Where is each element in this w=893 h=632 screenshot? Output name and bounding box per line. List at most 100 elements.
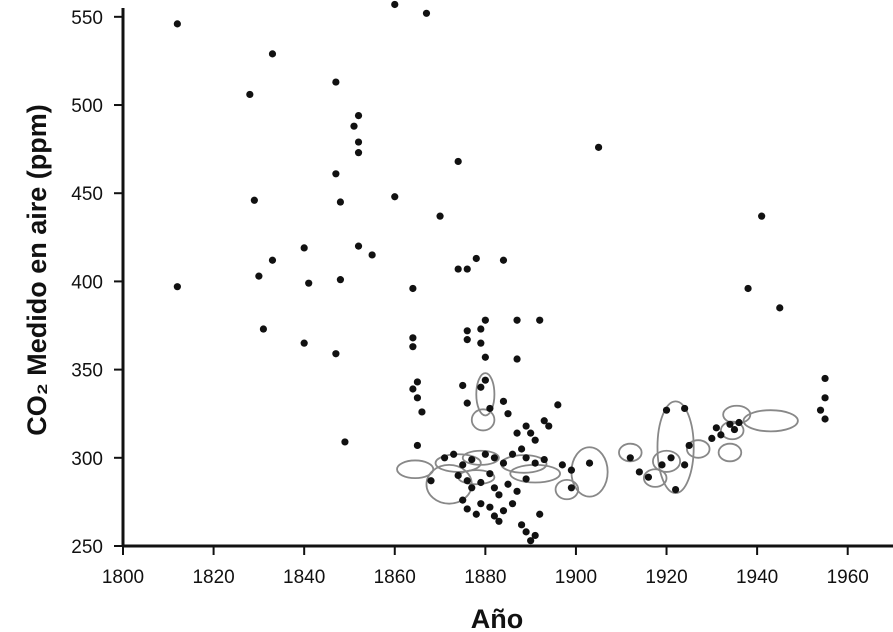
- data-point: [477, 500, 485, 508]
- data-point: [413, 378, 422, 386]
- grouping-outline: [686, 439, 711, 459]
- grouping-outlines: [396, 372, 799, 505]
- data-point: [409, 385, 417, 393]
- data-point: [708, 434, 716, 442]
- data-point: [255, 272, 263, 280]
- data-point: [173, 283, 181, 291]
- x-tick-label: 1800: [102, 567, 144, 588]
- data-point: [409, 284, 417, 293]
- data-point: [558, 461, 566, 469]
- data-point: [468, 484, 476, 492]
- grouping-outline: [717, 442, 743, 463]
- y-tick-label: 250: [71, 537, 103, 558]
- data-point: [463, 505, 471, 513]
- grouping-outline: [554, 478, 580, 501]
- axes: [121, 8, 893, 548]
- data-point: [508, 450, 517, 458]
- data-point: [481, 316, 489, 324]
- data-point: [540, 417, 548, 425]
- grouping-outline: [461, 449, 500, 466]
- x-tick-label: 1920: [645, 567, 687, 588]
- data-point: [454, 157, 462, 166]
- data-point: [726, 420, 734, 428]
- data-point: [735, 418, 743, 427]
- data-point: [440, 454, 449, 462]
- data-point: [499, 507, 508, 515]
- data-point: [531, 459, 539, 467]
- data-point: [585, 459, 594, 467]
- x-axis-title: Año: [471, 604, 523, 632]
- data-point: [259, 325, 268, 333]
- grouping-outline: [475, 372, 496, 417]
- data-point: [477, 325, 485, 333]
- data-point: [490, 512, 499, 520]
- data-point: [490, 454, 499, 462]
- data-point: [554, 401, 562, 409]
- data-point: [758, 212, 766, 220]
- data-point: [354, 242, 363, 250]
- data-point: [513, 355, 521, 363]
- data-point: [486, 404, 494, 413]
- y-tick-label: 400: [71, 272, 103, 293]
- y-tick-label: 350: [71, 361, 103, 382]
- data-point: [450, 450, 458, 458]
- x-tick-label: 1880: [464, 567, 506, 588]
- data-point: [776, 304, 784, 312]
- data-point: [459, 381, 467, 390]
- data-point: [667, 454, 675, 462]
- data-point: [744, 284, 752, 293]
- data-point: [391, 193, 399, 201]
- data-point: [300, 339, 308, 347]
- data-point: [409, 343, 417, 351]
- data-point: [354, 149, 363, 157]
- data-point: [332, 78, 340, 86]
- x-tick-label: 1960: [827, 567, 869, 588]
- data-point: [540, 455, 548, 464]
- data-point: [409, 334, 417, 342]
- data-point: [821, 374, 829, 383]
- data-point: [413, 441, 422, 450]
- x-tick-label: 1900: [555, 567, 597, 588]
- x-tick-label: 1840: [283, 567, 325, 588]
- data-point: [454, 265, 462, 273]
- data-point: [522, 528, 530, 536]
- data-point: [468, 455, 476, 464]
- data-point: [422, 9, 431, 17]
- data-point: [368, 251, 376, 259]
- data-point: [499, 256, 508, 264]
- grouping-outline: [509, 463, 561, 484]
- data-point: [821, 415, 829, 423]
- data-point: [246, 90, 254, 99]
- data-points: [173, 0, 829, 545]
- data-point: [463, 477, 471, 485]
- data-point: [816, 406, 825, 414]
- data-point: [477, 339, 485, 347]
- data-point: [495, 517, 503, 525]
- data-point: [504, 480, 512, 488]
- data-point: [436, 212, 444, 220]
- data-point: [463, 327, 471, 335]
- data-point: [531, 531, 539, 540]
- data-point: [681, 461, 689, 469]
- data-point: [517, 445, 526, 453]
- x-tick-label: 1860: [374, 567, 416, 588]
- data-point: [567, 466, 576, 474]
- data-point: [522, 454, 530, 462]
- y-axis-ticks: 250 300 350 400 450 500 550: [71, 8, 123, 558]
- grouping-outline: [652, 449, 682, 473]
- data-point: [459, 461, 467, 469]
- data-point: [495, 491, 503, 499]
- data-point: [527, 429, 535, 437]
- data-point: [472, 510, 480, 518]
- data-point: [545, 422, 553, 430]
- data-point: [173, 20, 181, 28]
- grouping-outline: [642, 468, 668, 488]
- data-point: [268, 50, 277, 58]
- data-point: [499, 397, 508, 405]
- data-point: [341, 438, 349, 446]
- y-tick-label: 300: [71, 449, 103, 470]
- data-point: [662, 406, 671, 414]
- data-point: [477, 383, 485, 391]
- data-point: [513, 429, 521, 437]
- data-point: [644, 473, 653, 481]
